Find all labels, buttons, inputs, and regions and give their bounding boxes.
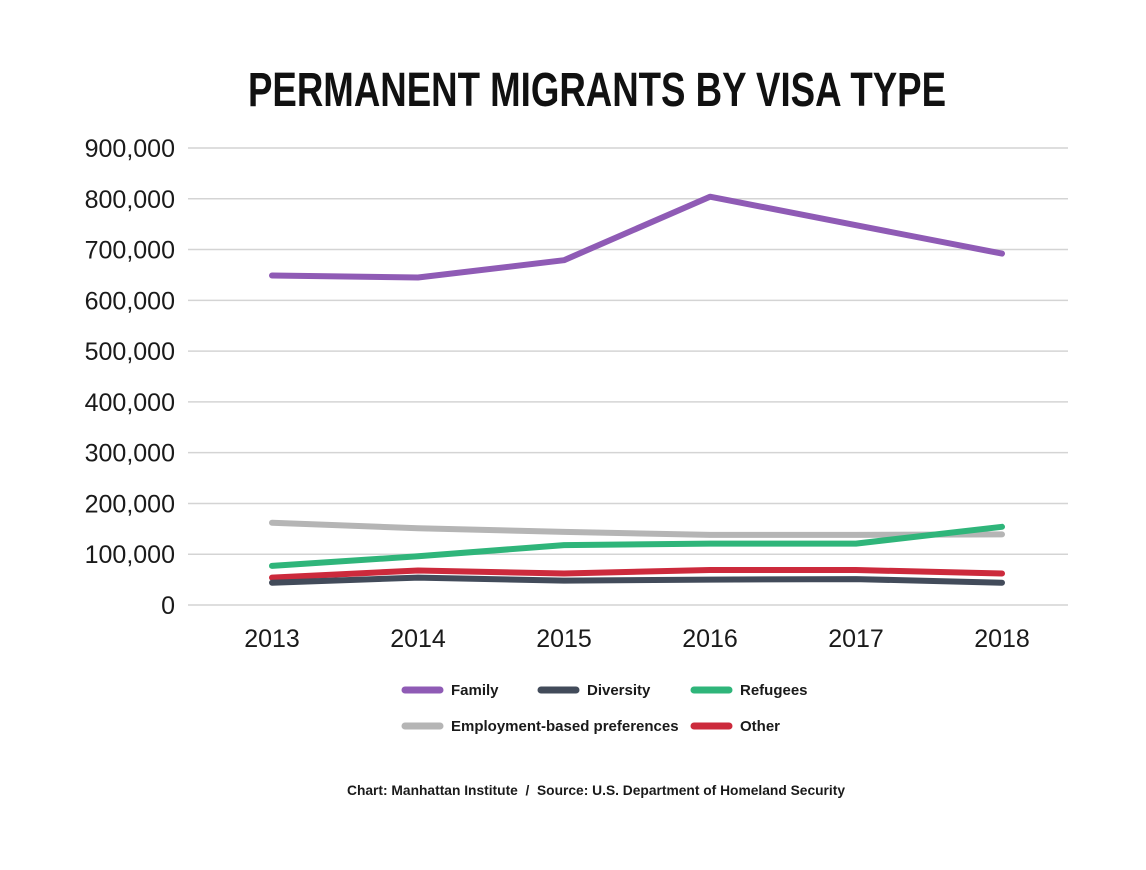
legend-label-other: Other [740,718,780,735]
series-line-diversity [269,574,1005,586]
x-tick-label: 2015 [536,625,592,653]
series-line-other [269,567,1005,581]
y-tick-label: 400,000 [85,389,175,417]
legend-label-family: Family [451,682,499,699]
x-tick-label: 2013 [244,625,300,653]
chart-footer: Chart: Manhattan Institute / Source: U.S… [347,782,845,798]
legend-label-employment-based-preferences: Employment-based preferences [451,718,679,735]
y-tick-label: 100,000 [85,541,175,569]
x-tick-label: 2016 [682,625,738,653]
series-line-refugees [269,523,1005,569]
y-tick-label: 500,000 [85,338,175,366]
legend-label-diversity: Diversity [587,682,651,699]
x-tick-label: 2018 [974,625,1030,653]
y-tick-label: 800,000 [85,186,175,214]
y-tick-label: 0 [161,592,175,620]
y-tick-label: 300,000 [85,440,175,468]
series-lines [269,193,1005,586]
y-axis-ticks: 900,000 800,000 700,000 600,000 500,000 400,0… [85,135,175,620]
x-tick-label: 2017 [828,625,884,653]
y-tick-label: 600,000 [85,287,175,315]
x-tick-label: 2014 [390,625,446,653]
series-line-employment-based-preferences [269,519,1005,538]
gridlines [188,147,1068,606]
legend-label-refugees: Refugees [740,682,808,699]
y-tick-label: 200,000 [85,490,175,518]
y-tick-label: 900,000 [85,135,175,163]
legend: Family Diversity Refugees Employment-based … [401,682,808,735]
series-line-family [269,193,1005,281]
x-axis-ticks: 2013 2014 2015 2016 2017 2018 [244,625,1030,653]
chart-title: PERMANENT MIGRANTS BY VISA TYPE [248,64,946,117]
y-tick-label: 700,000 [85,237,175,265]
